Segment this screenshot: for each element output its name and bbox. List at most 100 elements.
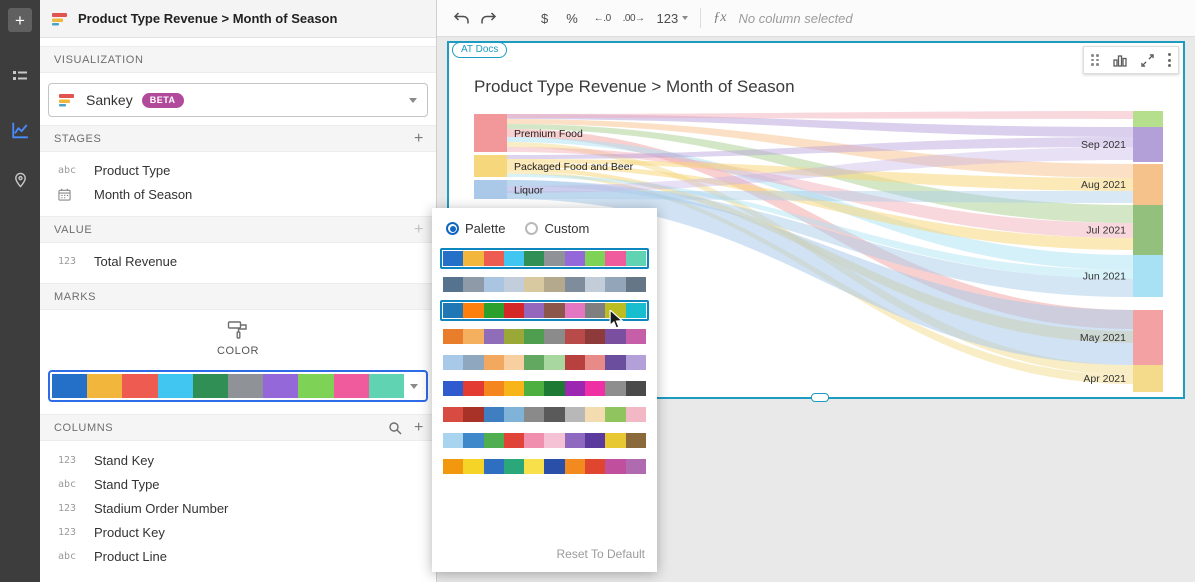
column-type-tag: abc [58, 550, 77, 562]
field-row[interactable]: 123 Stadium Order Number [40, 496, 436, 520]
color-swatch [443, 303, 464, 318]
chart-type-icon[interactable] [1113, 54, 1127, 67]
color-swatch [605, 381, 626, 396]
maximize-icon[interactable] [1141, 53, 1154, 67]
color-swatch [605, 459, 626, 474]
add-element-button[interactable]: + [8, 8, 32, 32]
panel-title: Product Type Revenue > Month of Season [78, 11, 338, 26]
color-swatch [585, 303, 606, 318]
sankey-node-label: Sep 2021 [1081, 139, 1126, 151]
visualization-select[interactable]: Sankey BETA [48, 83, 428, 117]
color-swatch [483, 381, 504, 396]
field-row[interactable]: abc Stand Type [40, 472, 436, 496]
sankey-node[interactable] [1133, 205, 1163, 255]
section-label: COLUMNS [54, 421, 114, 434]
kebab-menu-icon[interactable] [1168, 53, 1171, 67]
decrease-decimal-button[interactable]: ←.0 [593, 12, 611, 24]
add-stage-button[interactable]: + [414, 129, 424, 147]
color-swatch [605, 251, 626, 266]
sankey-node[interactable] [1133, 127, 1163, 162]
sankey-node-label: Jul 2021 [1086, 225, 1126, 237]
add-value-button[interactable]: + [414, 220, 424, 238]
color-swatch [544, 433, 565, 448]
section-label: VALUE [54, 223, 93, 236]
palette-option[interactable] [440, 352, 649, 373]
outline-icon[interactable] [8, 64, 32, 88]
sankey-node[interactable] [1133, 255, 1163, 297]
color-swatch [463, 459, 484, 474]
color-swatch [564, 459, 586, 474]
palette-option[interactable] [440, 378, 649, 399]
sankey-node[interactable] [1133, 164, 1163, 205]
color-swatch [483, 433, 504, 448]
color-swatch [544, 381, 565, 396]
docs-badge[interactable]: AT Docs [452, 42, 508, 58]
color-swatch [443, 459, 464, 474]
palette-option[interactable] [440, 456, 649, 477]
palette-option[interactable] [440, 326, 649, 347]
palette-strip [443, 459, 646, 474]
custom-radio[interactable]: Custom [525, 221, 589, 236]
color-palette-dropdown[interactable] [48, 370, 428, 402]
color-swatch [564, 433, 586, 448]
palette-option[interactable] [440, 404, 649, 425]
sankey-link [507, 180, 1133, 365]
color-swatch [625, 433, 646, 448]
color-swatch [544, 303, 565, 318]
sankey-node[interactable] [474, 155, 507, 177]
field-row[interactable]: abc Product Type [40, 158, 436, 182]
palette-option[interactable] [440, 300, 649, 321]
palette-radio[interactable]: Palette [446, 221, 505, 236]
search-icon[interactable] [388, 421, 402, 435]
drag-handle-icon[interactable] [1091, 54, 1099, 66]
color-swatch [483, 355, 504, 370]
pin-icon[interactable] [8, 168, 32, 192]
reset-to-default-link[interactable]: Reset To Default [556, 547, 646, 561]
sankey-node[interactable] [1133, 365, 1163, 392]
color-swatch [298, 374, 334, 398]
palette-strip [443, 381, 646, 396]
formula-bar[interactable]: No column selected [738, 10, 853, 26]
palette-option[interactable] [440, 430, 649, 451]
color-swatch [524, 329, 545, 344]
color-swatch [443, 329, 464, 344]
color-swatch [524, 277, 545, 292]
color-swatch [524, 459, 545, 474]
column-label: Stand Key [94, 452, 154, 468]
palette-option[interactable] [440, 248, 649, 269]
color-swatch [463, 407, 484, 422]
sankey-node[interactable] [1133, 310, 1163, 365]
stages-list: abc Product Type Month of Season [40, 152, 436, 208]
number-format-dropdown[interactable]: 123 [657, 11, 689, 26]
color-swatch [443, 277, 464, 292]
color-swatch [524, 355, 545, 370]
color-swatch [544, 459, 565, 474]
add-column-button[interactable]: + [414, 418, 424, 436]
palette-option[interactable] [440, 274, 649, 295]
sankey-node[interactable] [474, 114, 507, 152]
increase-decimal-button[interactable]: .00→ [622, 12, 645, 24]
radio-unselected-icon [525, 222, 539, 235]
field-row[interactable]: 123 Stand Key [40, 448, 436, 472]
chart-editor-icon[interactable] [8, 118, 32, 142]
undo-button[interactable] [453, 11, 470, 26]
color-swatch [443, 251, 464, 266]
field-row[interactable]: 123 Total Revenue [40, 249, 436, 273]
field-row[interactable]: Month of Season [40, 182, 436, 206]
sankey-link [507, 174, 1133, 279]
percent-format-button[interactable]: % [566, 10, 578, 26]
color-swatch [585, 459, 606, 474]
redo-button[interactable] [480, 11, 497, 26]
field-row[interactable]: abc Product Line [40, 544, 436, 568]
field-row[interactable]: 123 Product Key [40, 520, 436, 544]
color-swatch [463, 355, 484, 370]
column-type-tag: 123 [58, 255, 77, 267]
fx-icon: ƒx [713, 10, 727, 25]
sankey-node-label: Jun 2021 [1083, 271, 1126, 283]
currency-format-button[interactable]: $ [541, 10, 549, 26]
resize-handle[interactable] [811, 393, 829, 402]
sankey-node[interactable] [474, 180, 507, 199]
sankey-node[interactable] [1133, 111, 1163, 127]
color-swatch [625, 251, 646, 266]
palette-strip [443, 303, 646, 318]
